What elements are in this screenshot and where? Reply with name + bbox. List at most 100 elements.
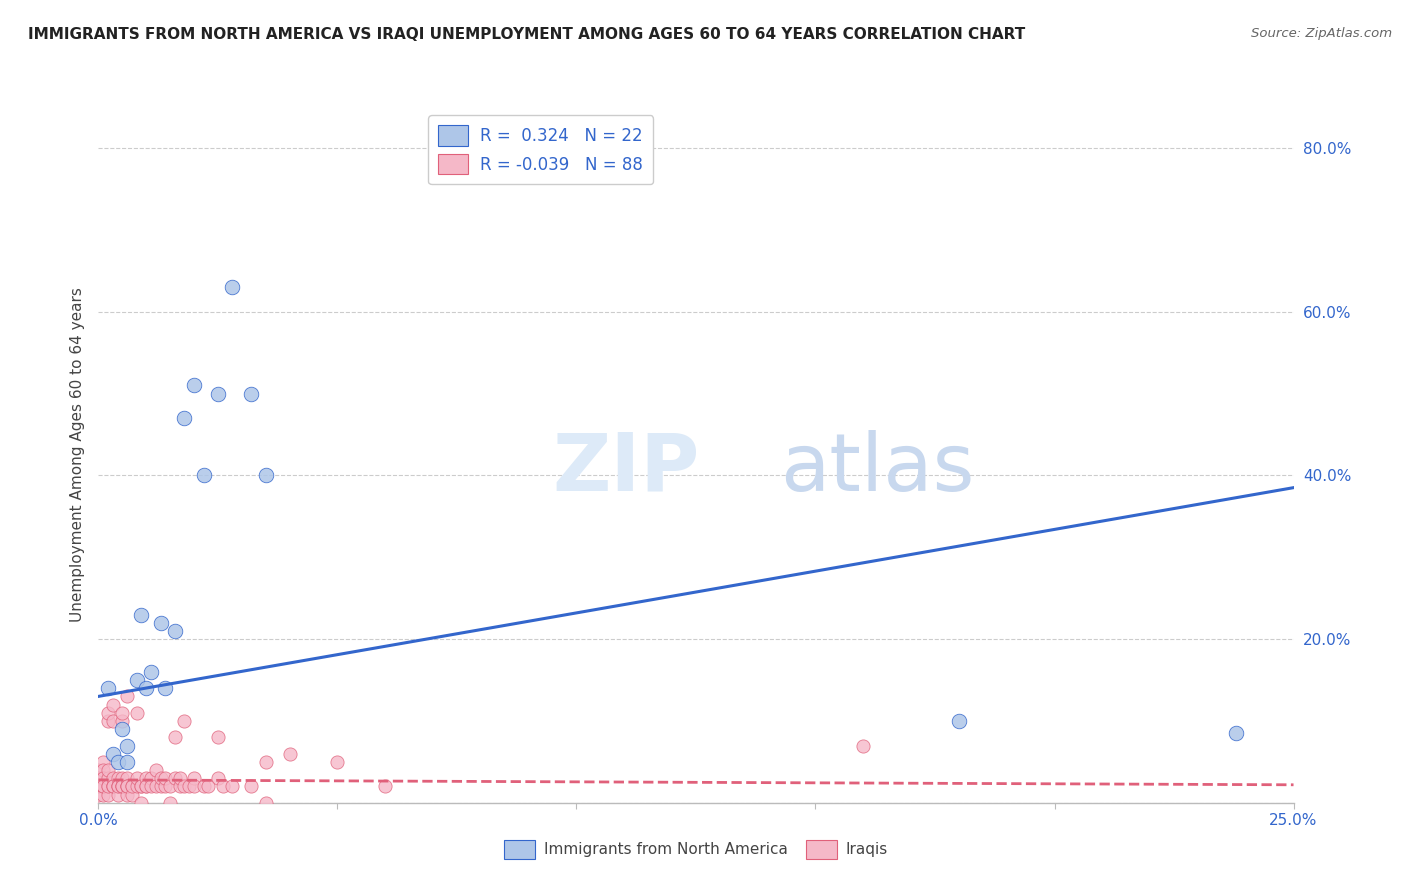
Point xyxy=(278,747,301,761)
Point xyxy=(139,665,162,679)
Point xyxy=(139,771,162,785)
Point xyxy=(91,780,114,794)
Point xyxy=(101,780,124,794)
Point xyxy=(254,755,277,769)
Point xyxy=(221,280,243,294)
Point xyxy=(326,755,349,769)
Text: Source: ZipAtlas.com: Source: ZipAtlas.com xyxy=(1251,27,1392,40)
Point xyxy=(131,780,153,794)
Point xyxy=(101,698,124,712)
Point xyxy=(121,788,143,802)
Point xyxy=(91,771,114,785)
Point xyxy=(163,771,186,785)
Point xyxy=(107,788,129,802)
Point xyxy=(87,771,110,785)
Point xyxy=(169,780,191,794)
Point xyxy=(131,607,153,622)
Point xyxy=(125,706,148,720)
Point xyxy=(87,780,110,794)
Point xyxy=(155,681,177,696)
Point xyxy=(135,771,157,785)
Point xyxy=(155,780,177,794)
Point xyxy=(91,771,114,785)
Point xyxy=(115,739,138,753)
Point xyxy=(97,771,120,785)
Point xyxy=(145,780,167,794)
Point xyxy=(139,780,162,794)
Point xyxy=(107,755,129,769)
Point xyxy=(111,771,134,785)
Point xyxy=(97,714,120,728)
Point xyxy=(97,780,120,794)
Point xyxy=(87,788,110,802)
Point xyxy=(107,780,129,794)
Point xyxy=(159,780,181,794)
Point xyxy=(149,771,172,785)
Point xyxy=(207,731,229,745)
Point xyxy=(163,731,186,745)
Point xyxy=(207,386,229,401)
Point xyxy=(101,714,124,728)
Point xyxy=(121,780,143,794)
Point xyxy=(111,722,134,736)
Point xyxy=(111,714,134,728)
Point xyxy=(221,780,243,794)
Point xyxy=(97,780,120,794)
Point xyxy=(91,755,114,769)
Point xyxy=(91,780,114,794)
Point xyxy=(179,780,201,794)
Point xyxy=(207,771,229,785)
Point xyxy=(125,673,148,687)
Point xyxy=(107,771,129,785)
Point xyxy=(240,386,263,401)
Point xyxy=(97,788,120,802)
Point xyxy=(254,796,277,810)
Point xyxy=(91,780,114,794)
Point xyxy=(111,780,134,794)
Point xyxy=(145,763,167,777)
Point xyxy=(155,771,177,785)
Point xyxy=(115,780,138,794)
Point xyxy=(135,780,157,794)
Point xyxy=(97,681,120,696)
Point xyxy=(111,780,134,794)
Y-axis label: Unemployment Among Ages 60 to 64 years: Unemployment Among Ages 60 to 64 years xyxy=(69,287,84,623)
Point xyxy=(97,706,120,720)
Point xyxy=(115,755,138,769)
Point xyxy=(149,615,172,630)
Point xyxy=(115,771,138,785)
Point xyxy=(183,780,205,794)
Point xyxy=(121,780,143,794)
Point xyxy=(852,739,875,753)
Point xyxy=(173,714,195,728)
Point xyxy=(101,780,124,794)
Point xyxy=(374,780,396,794)
Point xyxy=(135,681,157,696)
Point xyxy=(159,796,181,810)
Point xyxy=(101,780,124,794)
Point xyxy=(193,468,215,483)
Point xyxy=(169,771,191,785)
Point xyxy=(101,771,124,785)
Point xyxy=(111,780,134,794)
Point xyxy=(149,780,172,794)
Point xyxy=(193,780,215,794)
Point xyxy=(197,780,219,794)
Point xyxy=(87,780,110,794)
Point xyxy=(131,780,153,794)
Legend: Immigrants from North America, Iraqis: Immigrants from North America, Iraqis xyxy=(498,834,894,864)
Point xyxy=(135,780,157,794)
Point xyxy=(183,771,205,785)
Point xyxy=(107,780,129,794)
Point xyxy=(115,788,138,802)
Point xyxy=(107,780,129,794)
Point xyxy=(125,771,148,785)
Point xyxy=(87,763,110,777)
Point xyxy=(173,780,195,794)
Point xyxy=(254,468,277,483)
Point xyxy=(115,780,138,794)
Point xyxy=(240,780,263,794)
Point xyxy=(111,706,134,720)
Point xyxy=(101,747,124,761)
Text: atlas: atlas xyxy=(779,430,974,508)
